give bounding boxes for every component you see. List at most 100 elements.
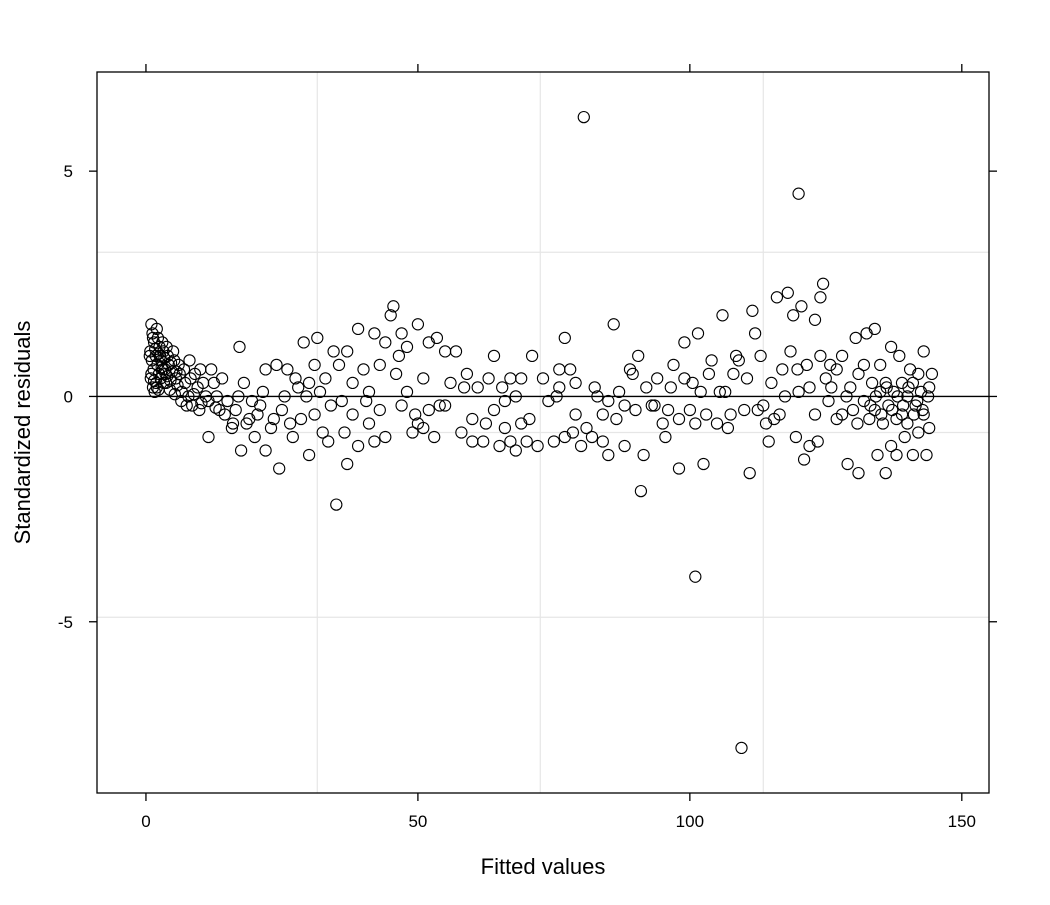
data-point (852, 466, 865, 480)
data-point (694, 385, 707, 399)
data-point (487, 403, 501, 417)
data-point (553, 381, 566, 394)
data-point (588, 381, 601, 394)
y-tick-label: 0 (64, 387, 73, 406)
data-point (270, 358, 283, 372)
data-point (835, 408, 849, 421)
data-point (651, 372, 664, 385)
data-point (209, 401, 222, 414)
data-point (509, 444, 522, 457)
data-point (787, 309, 800, 322)
data-point (700, 408, 713, 421)
data-point (822, 394, 835, 408)
data-point (686, 376, 699, 390)
x-tick-label: 100 (676, 812, 704, 831)
data-point (887, 385, 900, 399)
data-point (346, 408, 359, 421)
data-point (814, 349, 827, 363)
data-point (661, 403, 675, 417)
data-point (846, 403, 860, 417)
data-point (171, 379, 184, 392)
data-point (569, 376, 582, 390)
data-point (341, 345, 354, 358)
data-point (411, 318, 425, 331)
data-point (691, 327, 705, 340)
data-point (187, 388, 200, 401)
x-tick-label: 50 (408, 812, 427, 831)
data-point (338, 426, 351, 439)
data-point (170, 365, 183, 378)
data-point (327, 345, 340, 358)
data-point (523, 412, 536, 426)
data-point (184, 372, 197, 385)
data-point (438, 399, 452, 412)
data-point (302, 376, 316, 390)
data-point (313, 385, 327, 399)
data-point (776, 363, 789, 376)
data-point (869, 390, 883, 403)
data-point (308, 408, 321, 421)
data-point (891, 390, 904, 403)
data-point (923, 381, 936, 394)
data-point (438, 345, 452, 358)
data-point (165, 365, 179, 378)
data-point (851, 417, 864, 430)
data-point (226, 417, 240, 430)
data-point (479, 417, 493, 430)
data-point (811, 435, 824, 448)
data-point (158, 351, 171, 365)
data-point (294, 412, 308, 426)
data-point (901, 417, 914, 430)
data-points (143, 110, 939, 755)
data-point (504, 435, 517, 448)
data-point (324, 399, 338, 412)
data-point (267, 412, 280, 426)
data-point (322, 435, 335, 448)
data-point (917, 408, 930, 421)
data-point (256, 385, 270, 399)
axis-ticks: 0 50 100 150 -5 0 5 (58, 64, 997, 831)
data-point (509, 390, 522, 403)
data-point (689, 417, 702, 430)
data-point (912, 367, 925, 381)
data-point (332, 358, 346, 372)
x-axis-title: Fitted values (481, 854, 606, 879)
data-point (392, 349, 406, 363)
data-point (330, 498, 343, 511)
data-point (770, 291, 784, 304)
data-point (871, 448, 884, 462)
data-point (659, 430, 672, 444)
data-point (789, 430, 803, 444)
data-point (289, 372, 302, 385)
data-point (906, 376, 920, 390)
data-point (428, 430, 441, 444)
data-point (297, 336, 310, 349)
data-point (629, 403, 642, 417)
data-point (759, 417, 773, 430)
data-point (245, 394, 259, 408)
data-point (803, 381, 816, 394)
data-point (460, 367, 474, 381)
data-point (362, 385, 376, 399)
data-point (672, 412, 686, 426)
data-point (278, 390, 291, 403)
data-point (251, 408, 264, 421)
data-point (612, 385, 626, 399)
data-point (379, 430, 392, 444)
data-point (417, 421, 430, 435)
data-point (151, 331, 165, 345)
data-point (648, 399, 661, 412)
data-point (784, 345, 797, 358)
data-point (683, 403, 697, 417)
data-point (882, 399, 895, 412)
data-point (417, 372, 430, 385)
data-point (618, 439, 631, 453)
data-point (225, 421, 239, 435)
data-point (912, 426, 925, 439)
data-point (553, 363, 566, 376)
data-point (395, 327, 408, 340)
data-point (409, 408, 422, 421)
data-point (702, 367, 716, 381)
data-point (237, 376, 251, 390)
